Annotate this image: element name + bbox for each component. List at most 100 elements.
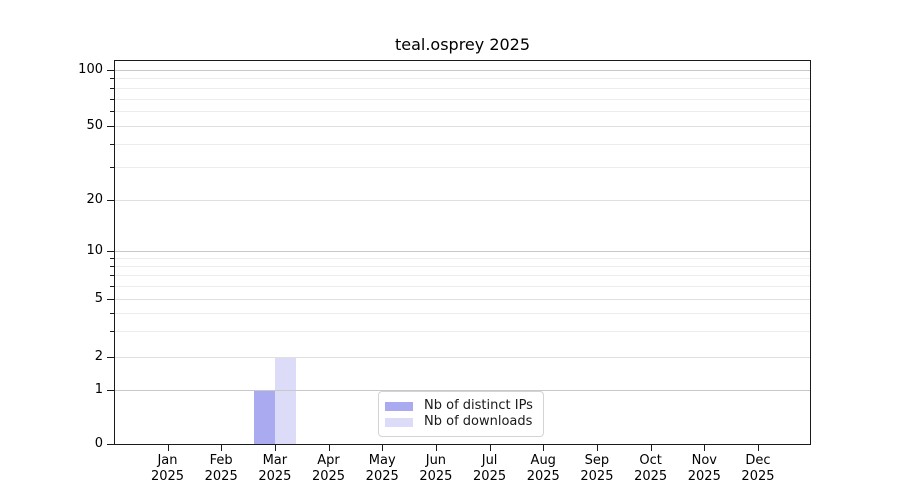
y-tick-label: 5 — [94, 290, 103, 306]
y-tick-mark-minor — [110, 285, 114, 287]
gridline-minor — [115, 87, 810, 89]
y-tick-mark-minor — [110, 331, 114, 333]
gridline-minor — [115, 257, 810, 259]
bars-layer — [115, 61, 810, 444]
x-tick-label-line: 2025 — [150, 469, 185, 484]
x-tick-label: Jul 2025 — [458, 453, 522, 485]
x-tick-label: Jun 2025 — [404, 453, 468, 485]
gridline-major — [115, 250, 810, 252]
x-tick-label-line: Jun — [425, 453, 447, 468]
x-tick-label: Sep 2025 — [565, 453, 629, 485]
x-tick-label-line: Mar — [262, 453, 288, 468]
x-tick-mark — [167, 445, 169, 451]
x-tick-label-line: Apr — [317, 453, 340, 468]
x-tick-mark — [704, 445, 706, 451]
gridline-minor — [115, 285, 810, 287]
y-tick-mark — [107, 357, 114, 358]
gridline-minor — [115, 312, 810, 314]
y-tick-mark-minor — [110, 312, 114, 314]
gridline-major — [115, 70, 810, 71]
x-tick-mark — [596, 445, 598, 451]
x-tick-label-line: May — [368, 453, 396, 468]
x-tick-mark — [757, 445, 759, 451]
x-tick-label: Nov 2025 — [672, 453, 736, 485]
legend-label-downloads: Nb of downloads — [424, 414, 533, 429]
gridline-major — [115, 298, 810, 300]
x-tick-label: Oct 2025 — [619, 453, 683, 485]
x-tick-label-line: Nov — [691, 453, 717, 468]
y-tick-mark — [107, 444, 114, 445]
gridline-minor — [115, 78, 810, 80]
x-tick-mark — [382, 445, 384, 451]
bar-distinct-ips — [253, 390, 275, 444]
x-tick-mark — [650, 445, 652, 451]
y-tick-label: 10 — [86, 242, 103, 258]
legend-entry-downloads: Nb of downloads — [385, 414, 535, 430]
x-tick-label: Aug 2025 — [511, 453, 575, 485]
x-tick-mark — [435, 445, 437, 451]
bar-downloads — [274, 357, 296, 444]
y-tick-label: 20 — [86, 191, 103, 207]
plot-area — [114, 60, 811, 445]
y-tick-mark-minor — [110, 78, 114, 80]
y-tick-mark — [107, 125, 114, 127]
y-tick-mark-minor — [110, 265, 114, 267]
x-tick-label-line: 2025 — [580, 469, 614, 484]
x-tick-label-line: Feb — [209, 453, 233, 468]
x-tick-mark — [221, 445, 223, 451]
y-tick-mark-minor — [110, 143, 114, 145]
y-tick-label: 1 — [94, 382, 103, 397]
x-tick-mark — [328, 445, 330, 451]
gridline-major — [115, 199, 810, 201]
x-tick-label-line: Sep — [584, 453, 610, 468]
x-tick-label-line: 2025 — [526, 469, 560, 484]
x-tick-mark — [489, 445, 491, 451]
x-tick-label-line: Jul — [481, 453, 498, 468]
x-tick-label: May 2025 — [350, 453, 414, 485]
x-tick-label-line: Dec — [745, 453, 771, 468]
x-tick-mark — [274, 445, 276, 451]
y-tick-label: 50 — [86, 117, 103, 133]
y-tick-label: 0 — [94, 436, 103, 451]
x-tick-label: Apr 2025 — [297, 453, 361, 485]
legend-swatch-distinct-ips-icon — [385, 401, 413, 411]
x-tick-label: Mar 2025 — [243, 453, 307, 485]
y-tick-mark-minor — [110, 87, 114, 89]
x-tick-label-line: 2025 — [687, 469, 721, 484]
x-tick-label-line: 2025 — [365, 469, 399, 484]
gridline-minor — [115, 331, 810, 333]
gridline-minor — [115, 98, 810, 100]
x-tick-mark — [543, 445, 545, 451]
y-tick-mark-minor — [110, 98, 114, 100]
x-tick-label-line: 2025 — [204, 469, 238, 484]
x-tick-label: Dec 2025 — [726, 453, 790, 485]
y-tick-mark — [107, 298, 114, 300]
y-tick-mark-minor — [110, 110, 114, 112]
x-tick-label-line: 2025 — [634, 469, 668, 484]
x-tick-label-line: 2025 — [473, 469, 507, 484]
gridline-major — [115, 390, 810, 391]
x-tick-label-line: 2025 — [419, 469, 453, 484]
gridline-minor — [115, 110, 810, 112]
gridline-major — [115, 357, 810, 358]
legend-label-distinct-ips: Nb of distinct IPs — [424, 398, 533, 413]
gridline-minor — [115, 143, 810, 145]
legend-entry-distinct-ips: Nb of distinct IPs — [385, 398, 535, 414]
y-tick-mark — [107, 199, 114, 201]
y-tick-mark — [107, 70, 114, 71]
y-tick-label: 100 — [78, 62, 103, 77]
y-tick-mark — [107, 390, 114, 391]
y-tick-mark-minor — [110, 257, 114, 259]
legend-swatch-downloads-icon — [385, 417, 413, 427]
legend: Nb of distinct IPs Nb of downloads — [378, 391, 544, 437]
chart-title: teal.osprey 2025 — [394, 35, 531, 54]
x-tick-label-line: Oct — [639, 453, 662, 468]
x-tick-label-line: 2025 — [311, 469, 346, 484]
x-tick-label: Jan 2025 — [136, 453, 200, 485]
gridline-minor — [115, 166, 810, 168]
y-tick-mark-minor — [110, 166, 114, 168]
gridline-minor — [115, 275, 810, 277]
y-tick-mark — [107, 250, 114, 252]
y-tick-mark-minor — [110, 275, 114, 277]
